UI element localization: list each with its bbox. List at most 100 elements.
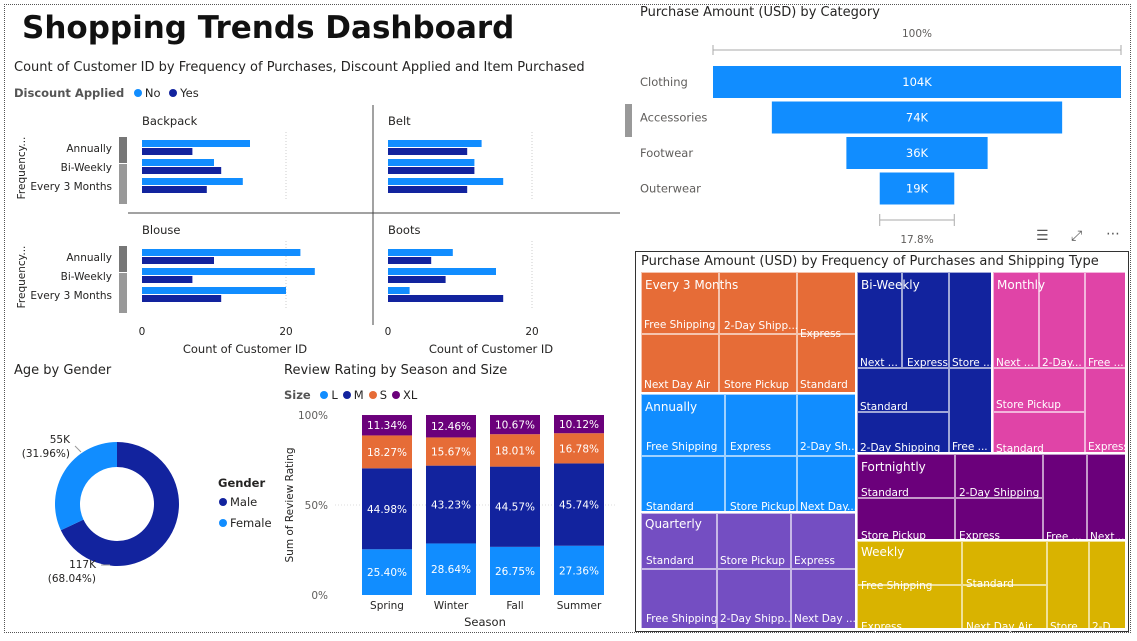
discount-legend[interactable]: Discount Applied No Yes	[14, 86, 199, 100]
panel-title-boots: Boots	[388, 223, 420, 237]
treemap-cell[interactable]: Standard	[993, 412, 1085, 455]
treemap-cell[interactable]: Free Shipping	[641, 569, 717, 630]
donut-chart: 55K (31.96%) 117K (68.04%) Gender Male Female	[22, 434, 272, 585]
size-legend-label-l: L	[331, 388, 338, 402]
funnel-bar-outerwear	[879, 172, 955, 205]
treemap-cell[interactable]: Express	[791, 513, 857, 569]
treemap-cell[interactable]: Next...	[1087, 454, 1127, 543]
treemap-cell[interactable]: Next ...	[857, 272, 902, 369]
treemap-cell[interactable]: Store Pickup	[719, 334, 797, 394]
season-tick: Spring	[370, 600, 404, 612]
y-tick: 50%	[305, 500, 328, 512]
x-axis-title: Count of Customer ID	[429, 342, 553, 356]
treemap-cell[interactable]: Store...	[1047, 541, 1089, 633]
category-label: Bi-Weekly	[61, 162, 112, 174]
panel-title-backpack: Backpack	[142, 114, 198, 128]
treemap-cell[interactable]: Store Pickup	[725, 456, 797, 513]
bar-boots-no	[388, 249, 453, 256]
treemap-cell[interactable]: 2-Day Shipp...	[717, 569, 791, 630]
treemap-cell-label: Free Shipping	[861, 580, 933, 592]
treemap-cell[interactable]: Free Shipping	[857, 541, 962, 592]
treemap-cell-label: Free ...	[1088, 357, 1124, 369]
treemap-cell[interactable]: Express	[725, 394, 797, 456]
treemap-group-label: Bi-Weekly	[861, 278, 920, 292]
funnel-value-label: 36K	[906, 146, 929, 160]
treemap-group-weekly[interactable]: Free Shipping Standard Express Next Day Air…	[856, 540, 1127, 633]
treemap-cell[interactable]: Standard	[962, 541, 1047, 590]
treemap-group-every-3-months[interactable]: Free Shipping 2-Day Shipp... Express Next D…	[640, 271, 857, 394]
treemap-group-label: Quarterly	[645, 517, 702, 531]
treemap-cell[interactable]: Express	[1085, 368, 1127, 454]
funnel-category-label: Footwear	[640, 146, 693, 160]
treemap-cell[interactable]: 2-D...	[1089, 541, 1127, 633]
treemap-group-monthly[interactable]: Next ... 2-Day... Free ... Store Pickup Stan…	[992, 271, 1127, 455]
filter-icon[interactable]: ☰	[1036, 228, 1049, 244]
focus-mode-icon[interactable]: ⤢	[1071, 228, 1083, 244]
scrollbar-track	[119, 164, 127, 204]
size-legend[interactable]: Size L M S XL	[284, 388, 417, 402]
treemap-cell[interactable]: Express	[857, 585, 962, 633]
treemap-cell[interactable]: Free ...	[949, 368, 993, 454]
treemap-cell-label: Express	[794, 555, 836, 567]
treemap-cell[interactable]: Next Day Air	[962, 585, 1047, 633]
stack-seg-fall-m	[490, 466, 540, 547]
treemap-cell[interactable]: Express	[955, 498, 1043, 542]
treemap-group-annually[interactable]: Free Shipping Express 2-Day Sh... Standard S…	[640, 393, 857, 513]
bar-belt-no	[388, 159, 475, 166]
treemap-cell[interactable]: Standard	[641, 456, 725, 513]
treemap-cell[interactable]: 2-Day Shipping	[857, 412, 949, 454]
treemap-group-fortnightly[interactable]: Standard 2-Day Shipping Store Pickup Expres…	[856, 453, 1127, 543]
treemap-cell[interactable]: Free ...	[1085, 272, 1127, 369]
stack-label: 43.23%	[431, 500, 471, 512]
treemap-cell-label: 2-Day Shipping	[959, 487, 1040, 499]
bar-belt-no	[388, 140, 482, 147]
treemap-cell[interactable]: Next Day Air	[641, 334, 719, 394]
treemap-cell[interactable]: Store Pickup	[717, 513, 791, 569]
stack-label: 44.57%	[495, 502, 535, 514]
more-options-icon[interactable]: ⋯	[1106, 226, 1120, 242]
treemap-cell[interactable]: Express	[797, 272, 857, 340]
treemap-cell[interactable]: Store Pickup	[857, 498, 955, 542]
bar-boots-yes	[388, 257, 432, 264]
size-legend-dot-m	[342, 391, 351, 399]
treemap-cell[interactable]: 2-Day Shipp...	[719, 272, 798, 334]
treemap-cell[interactable]: Standard	[641, 513, 717, 569]
treemap-cell[interactable]: Next ...	[993, 272, 1039, 369]
treemap-cell[interactable]: Next Day...	[797, 456, 857, 513]
treemap-cell[interactable]: Next Day ...	[791, 569, 857, 630]
treemap-cell[interactable]: Standard	[797, 334, 857, 394]
season-tick: Fall	[506, 600, 523, 612]
treemap-cell[interactable]: Store Pickup	[993, 368, 1085, 412]
stacked-chart: 100% 50% 0% Sum of Review Rating 25.40% 44.98…	[284, 410, 615, 629]
size-legend-dot-l	[320, 391, 329, 399]
treemap-cell[interactable]: Free Shipping	[641, 394, 725, 456]
treemap-cell[interactable]: Free ...	[1043, 454, 1087, 543]
treemap-cell-label: Express	[1088, 441, 1126, 453]
category-label: Every 3 Months	[30, 290, 112, 302]
treemap-cell[interactable]: Store ...	[949, 272, 993, 369]
treemap-chart: Free Shipping 2-Day Shipp... Express Next D…	[640, 271, 1127, 633]
treemap-group-quarterly[interactable]: Standard Store Pickup Express Free Shipping…	[640, 512, 857, 630]
category-label: Annually	[66, 143, 112, 155]
treemap-cell[interactable]: Standard	[857, 368, 949, 413]
season-tick: Winter	[434, 600, 469, 612]
size-legend-label-xl: XL	[403, 388, 418, 402]
treemap-group-bi-weekly[interactable]: Next ... Express Store ... Standard 2-Day Sh…	[856, 271, 993, 454]
stack-label: 18.27%	[367, 447, 407, 459]
treemap-cell[interactable]: Free Shipping	[641, 272, 719, 334]
treemap-cell[interactable]: 2-Day...	[1039, 272, 1085, 369]
legend-no-label: No	[144, 86, 161, 100]
x-tick: 0	[139, 326, 146, 338]
size-legend-label-m: M	[353, 388, 364, 402]
stack-seg-summer-m	[554, 463, 604, 546]
bar-boots-no	[388, 268, 496, 275]
treemap-cell[interactable]: 2-Day Shipping	[955, 454, 1043, 499]
treemap-cell[interactable]: 2-Day Sh...	[797, 394, 857, 456]
treemap-cell-label: Standard	[646, 501, 694, 513]
stack-label: 10.12%	[559, 419, 599, 431]
size-legend-label-s: S	[379, 388, 388, 402]
y-tick: 100%	[298, 410, 328, 422]
treemap-cell[interactable]: Standard	[857, 454, 955, 499]
stack-label: 18.01%	[495, 445, 535, 457]
treemap-cell[interactable]: Express	[902, 272, 949, 369]
